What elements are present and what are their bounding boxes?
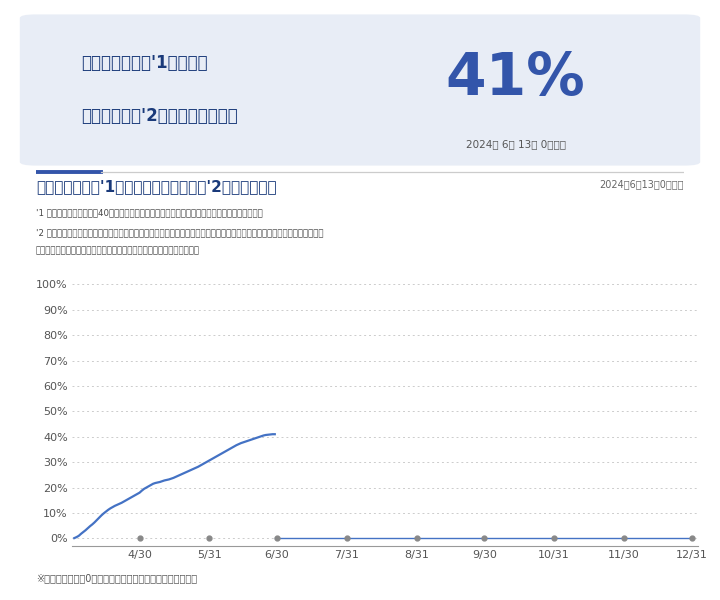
Text: 撤去加算の予算'1に対する: 撤去加算の予算'1に対する	[81, 54, 208, 72]
Text: 補助金申請額'2の割合（概算値）: 補助金申請額'2の割合（概算値）	[81, 107, 238, 125]
Text: 41%: 41%	[446, 50, 585, 107]
Text: 2024年6月13日0時時点: 2024年6月13日0時時点	[600, 179, 684, 190]
Text: ※公表は毎日午前0時時点の情報を当日午前中に行います。: ※公表は毎日午前0時時点の情報を当日午前中に行います。	[36, 574, 197, 584]
Text: '1 本加算措置は、予算額40億円を目途に凍結し、予算額に達し次第、終了を予定しています。: '1 本加算措置は、予算額40億円を目途に凍結し、予算額に達し次第、終了を予定し…	[36, 208, 263, 217]
Text: 撤去加算の予算'1に対する補助金申請額'2の割合の推移: 撤去加算の予算'1に対する補助金申請額'2の割合の推移	[36, 179, 276, 194]
Text: 2024年 6月 13日 0時時点: 2024年 6月 13日 0時時点	[466, 139, 565, 149]
FancyBboxPatch shape	[20, 14, 701, 166]
Text: なお、審査等により却下または取り下げされたものはきみません。: なお、審査等により却下または取り下げされたものはきみません。	[36, 247, 200, 256]
Text: '2 電気蓄熱暖房機または電気温水器の撤去による交付申請および交付申請の予約が提出された総額（審査中のものも含む）: '2 電気蓄熱暖房機または電気温水器の撤去による交付申請および交付申請の予約が提…	[36, 228, 323, 237]
